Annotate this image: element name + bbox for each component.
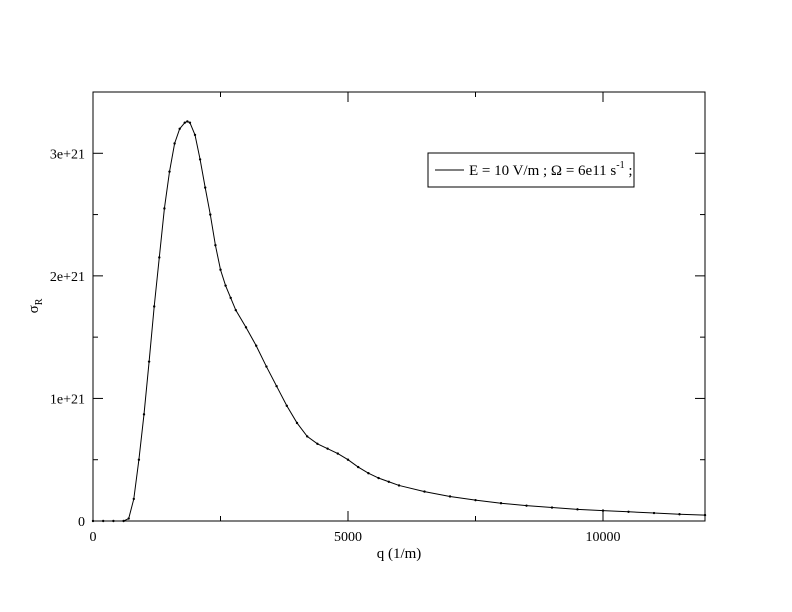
data-point [525, 504, 528, 507]
data-point [346, 458, 350, 461]
x-tick-label: 5000 [334, 530, 362, 545]
data-point [367, 471, 370, 475]
data-point [387, 480, 390, 483]
data-point [209, 213, 212, 216]
data-point [214, 244, 217, 247]
data-point [336, 452, 339, 455]
ticks [92, 91, 705, 522]
data-point [183, 121, 186, 124]
svg-text:σR: σR [26, 298, 45, 313]
data-point [158, 256, 161, 259]
data-point [326, 447, 329, 450]
data-point [147, 360, 151, 363]
data-point [163, 207, 166, 210]
y-tick-label: 1e+21 [50, 392, 85, 407]
data-point [576, 508, 579, 511]
data-point [652, 511, 656, 515]
data-point [377, 476, 380, 480]
data-point [178, 127, 181, 130]
legend-label: E = 10 V/m ; Ω = 6e11 s [469, 163, 616, 179]
plot-frame [92, 91, 706, 522]
x-tick-label: 0 [90, 530, 97, 545]
data-point [244, 326, 248, 329]
y-tick-label: 2e+21 [50, 270, 85, 285]
data-point [234, 308, 237, 312]
data-point [306, 435, 309, 438]
data-point [316, 442, 319, 445]
data-point [193, 133, 197, 137]
data-point [122, 519, 125, 523]
data-point [255, 344, 258, 347]
data-point [275, 384, 278, 388]
data-point [550, 506, 554, 509]
data-point [204, 186, 207, 189]
y-tick-label: 0 [78, 515, 85, 530]
data-point [142, 413, 146, 416]
data-point [219, 268, 222, 271]
data-point [285, 404, 288, 407]
data-point [499, 502, 503, 505]
data-point [601, 509, 605, 512]
tick-labels: 0 5000 10000 0 1e+21 2e+21 3e+21 [50, 147, 621, 545]
data-point [112, 519, 115, 523]
data-point [229, 296, 232, 300]
data-point [295, 421, 299, 425]
data-point [153, 305, 156, 308]
data-point [224, 284, 227, 287]
data-point [397, 484, 401, 487]
data-point [132, 497, 135, 501]
data-point [168, 170, 171, 173]
data-point [102, 519, 105, 523]
data-point [137, 458, 141, 461]
data-point [357, 465, 360, 469]
legend-label-suffix: ; [625, 163, 633, 179]
data-point [173, 142, 176, 145]
data-point [627, 510, 630, 514]
data-point [474, 498, 477, 502]
y-axis-title: σR [26, 298, 45, 313]
legend-label-superscript: -1 [616, 160, 624, 171]
x-tick-label: 10000 [586, 530, 621, 545]
series-layer [91, 120, 707, 523]
data-point [265, 365, 268, 368]
data-point [198, 158, 202, 161]
data-point [127, 517, 130, 520]
y-axis-title-subscript: R [34, 298, 45, 305]
data-point [91, 519, 95, 523]
x-axis-title: q (1/m) [377, 546, 422, 562]
data-point [678, 513, 681, 516]
y-tick-label: 3e+21 [50, 147, 85, 162]
data-point [448, 495, 452, 498]
svg-text:E = 10 V/m ; Ω = 6e11 s-1 ;: E = 10 V/m ; Ω = 6e11 s-1 ; [469, 160, 633, 179]
data-point [186, 120, 189, 123]
data-point [188, 121, 192, 124]
data-point [423, 490, 426, 493]
y-axis-title-symbol: σ [26, 305, 42, 313]
data-point [703, 513, 707, 517]
legend: E = 10 V/m ; Ω = 6e11 s-1 ; [427, 152, 635, 188]
